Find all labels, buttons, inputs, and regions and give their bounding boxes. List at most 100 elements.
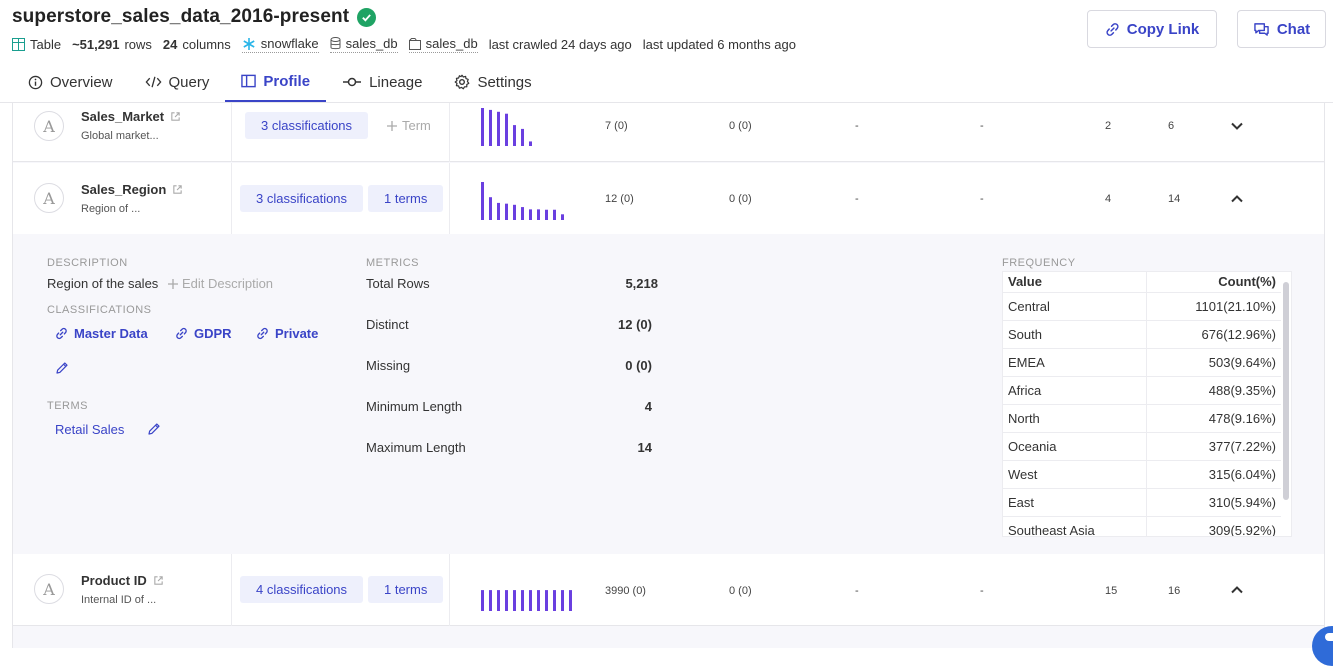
add-term-button[interactable]: Term (387, 112, 431, 139)
database-link[interactable]: sales_db (329, 36, 398, 53)
column-name: Sales_Region (81, 182, 167, 197)
frequency-count: 488(9.35%) (1145, 376, 1281, 405)
max-length: 16 (1168, 585, 1181, 597)
schema-link[interactable]: sales_db (408, 36, 478, 53)
sparkline-bar (497, 202, 500, 220)
terms-pill[interactable]: 1 terms (368, 576, 444, 603)
frequency-value: Oceania (1003, 432, 1147, 461)
metric-maximum-length: Maximum Length 14 (366, 440, 652, 455)
copy-link-button[interactable]: Copy Link (1087, 10, 1217, 48)
frequency-row: North 478(9.16%) (1003, 404, 1281, 433)
missing-count: 0 (0) (729, 120, 752, 132)
sparkline-bar (521, 207, 524, 220)
chevron-up-icon[interactable] (1229, 582, 1245, 598)
sparkline-bar (481, 590, 484, 611)
column-type-avatar: A (34, 111, 64, 141)
external-link-icon[interactable] (170, 111, 181, 122)
sparkline-bar (561, 590, 564, 611)
min-length: 2 (1105, 120, 1112, 132)
classification-gdpr[interactable]: GDPR (175, 326, 232, 341)
frequency-scrollbar[interactable] (1283, 282, 1289, 500)
sparkline-bar (545, 209, 548, 220)
profile-list: A Sales_Market Global market... 3 classi… (12, 103, 1325, 648)
external-link-icon[interactable] (153, 575, 164, 586)
column-row-product-id[interactable]: A Product ID Internal ID of ... 4 classi… (13, 554, 1324, 626)
link-icon (176, 327, 187, 340)
sparkline-bar (545, 590, 548, 611)
edit-terms-pencil-icon[interactable] (147, 422, 161, 436)
sparkline-bar (529, 590, 532, 611)
metric-total-rows: Total Rows 5,218 (366, 276, 658, 291)
frequency-value: Africa (1003, 376, 1147, 405)
frequency-value: EMEA (1003, 348, 1147, 377)
column-type-avatar: A (34, 574, 64, 604)
plus-icon (387, 120, 397, 131)
chevron-up-icon[interactable] (1229, 191, 1245, 207)
terms-pill[interactable]: 1 terms (368, 185, 444, 212)
column-name: Product ID (81, 573, 147, 588)
source-link[interactable]: snowflake (241, 36, 319, 53)
frequency-count: 503(9.64%) (1145, 348, 1281, 377)
sparkline-bar (497, 111, 500, 146)
frequency-count: 310(5.94%) (1145, 488, 1281, 517)
column-name: Sales_Market (81, 109, 165, 124)
sparkline-bar (505, 203, 508, 220)
sparkline-bar (569, 590, 572, 611)
tab-query[interactable]: Query (129, 62, 226, 102)
distribution-sparkline (481, 590, 572, 611)
frequency-header-value: Value (1003, 272, 1147, 293)
chat-button[interactable]: Chat (1237, 10, 1326, 48)
sparkline-bar (481, 108, 484, 146)
sparkline-bar (537, 209, 540, 220)
column-count: 24 (162, 37, 178, 52)
frequency-row: Africa 488(9.35%) (1003, 376, 1281, 405)
column-row-sales-region[interactable]: A Sales_Region Region of ... 3 classific… (13, 163, 1324, 235)
sparkline-bar (489, 590, 492, 611)
link-icon (1106, 22, 1119, 36)
term-retail-sales[interactable]: Retail Sales (55, 422, 125, 437)
metric-minimum-length: Minimum Length 4 (366, 399, 652, 414)
verified-icon (357, 7, 377, 27)
tab-profile[interactable]: Profile (225, 62, 327, 102)
missing-count: 0 (0) (729, 585, 752, 597)
chevron-down-icon[interactable] (1229, 118, 1245, 134)
edit-description-button[interactable]: Edit Description (168, 276, 273, 291)
classification-master-data[interactable]: Master Data (55, 326, 148, 341)
link-icon (56, 327, 67, 340)
sparkline-bar (521, 128, 524, 146)
distribution-sparkline (481, 182, 564, 220)
frequency-label: FREQUENCY (1002, 257, 1076, 269)
external-link-icon[interactable] (172, 184, 183, 195)
sparkline-bar (481, 182, 484, 220)
tab-settings[interactable]: Settings (438, 62, 547, 102)
frequency-value: South (1003, 320, 1147, 349)
max-length: 14 (1168, 193, 1181, 205)
frequency-count: 1101(21.10%) (1145, 292, 1281, 321)
min-value: - (855, 585, 859, 597)
column-row-sales-market[interactable]: A Sales_Market Global market... 3 classi… (13, 103, 1324, 162)
asset-header: superstore_sales_data_2016-present Table… (0, 0, 1333, 103)
sparkline-bar (505, 113, 508, 146)
classification-private[interactable]: Private (256, 326, 318, 341)
classifications-pill[interactable]: 4 classifications (240, 576, 364, 603)
last-updated: last updated 6 months ago (642, 37, 797, 52)
frequency-count: 676(12.96%) (1145, 320, 1281, 349)
distribution-sparkline (481, 108, 532, 146)
code-icon (145, 76, 161, 88)
max-value: - (980, 120, 984, 132)
info-icon (28, 75, 43, 89)
sparkline-bar (513, 590, 516, 611)
distinct-count: 12 (0) (605, 193, 634, 205)
sparkline-bar (561, 214, 564, 220)
edit-classifications-pencil-icon[interactable] (55, 361, 69, 375)
frequency-table[interactable]: Value Count(%) Central 1101(21.10%) South 6… (1002, 271, 1292, 537)
classifications-pill[interactable]: 3 classifications (240, 185, 364, 212)
sparkline-bar (513, 204, 516, 220)
tab-overview[interactable]: Overview (12, 62, 129, 102)
frequency-row: Oceania 377(7.22%) (1003, 432, 1281, 461)
classifications-pill[interactable]: 3 classifications (245, 112, 369, 139)
max-length: 6 (1168, 120, 1175, 132)
frequency-value: Central (1003, 292, 1147, 321)
tab-lineage[interactable]: Lineage (326, 62, 438, 102)
frequency-header-count: Count(%) (1145, 272, 1281, 293)
